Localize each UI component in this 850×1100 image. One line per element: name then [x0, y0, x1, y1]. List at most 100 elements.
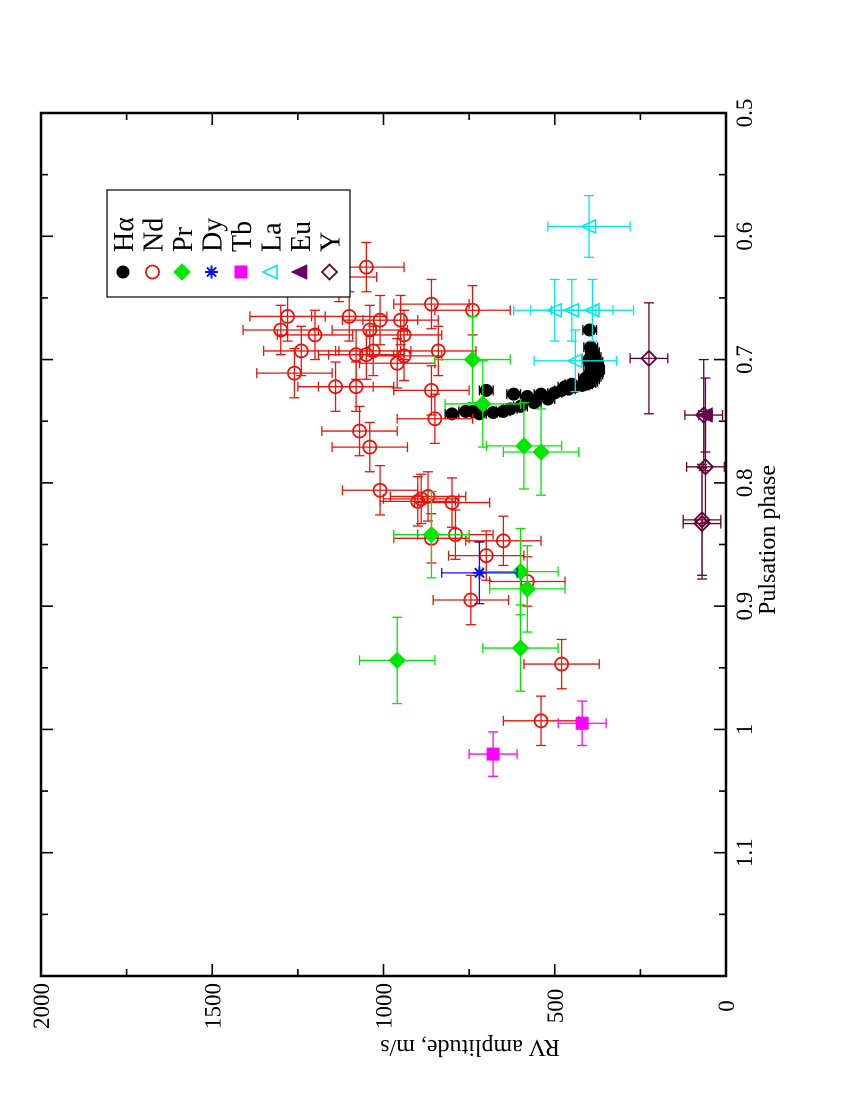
- data-point: [640, 349, 658, 368]
- data-point: [495, 533, 511, 549]
- error-bar: [685, 410, 725, 523]
- data-point: [427, 411, 443, 427]
- data-point: [358, 347, 374, 363]
- x-tick-label: 0.7: [732, 345, 757, 374]
- error-bar: [358, 337, 436, 389]
- error-bar: [684, 358, 724, 472]
- data-point: [463, 350, 482, 369]
- data-point: [515, 437, 533, 455]
- legend-marker: [320, 263, 339, 281]
- data-point: [511, 562, 530, 581]
- error-bar: [629, 302, 669, 415]
- legend-marker: [290, 264, 308, 280]
- data-point: [410, 493, 426, 509]
- error-bar: [393, 278, 470, 330]
- legend-label: Tb: [227, 221, 258, 252]
- error-bar: [513, 278, 597, 342]
- error-bar: [331, 421, 409, 473]
- legend-label: Y: [316, 232, 347, 252]
- data-point: [583, 323, 597, 337]
- axis-ticks: [40, 112, 727, 977]
- data-point: [545, 302, 563, 319]
- data-point: [579, 218, 597, 235]
- x-tick-label: 1: [732, 724, 757, 736]
- legend-label: Dy: [198, 218, 229, 252]
- y-tick-label: 1500: [200, 983, 225, 1029]
- data-point: [558, 380, 572, 394]
- error-bar: [523, 638, 600, 690]
- data-point: [520, 390, 534, 404]
- legend-marker: [145, 264, 160, 280]
- error-bar: [434, 284, 511, 336]
- x-tick-label: 1.1: [732, 838, 757, 867]
- data-point: [287, 365, 302, 381]
- legend-label: La: [257, 222, 288, 252]
- series-nd: [242, 241, 600, 747]
- legend-box: [106, 189, 351, 298]
- series-la: [513, 194, 635, 393]
- data-point: [518, 580, 537, 598]
- series-dy: [441, 541, 518, 605]
- data-point: [575, 716, 589, 730]
- series-hα: [444, 323, 606, 421]
- x-tick-label: 0.8: [732, 468, 757, 497]
- data-point: [554, 656, 569, 672]
- data-point: [422, 525, 441, 544]
- data-point: [534, 387, 548, 401]
- data-point: [532, 443, 550, 461]
- data-point: [445, 407, 459, 421]
- x-tick-label: 0.9: [732, 592, 757, 621]
- data-point: [466, 404, 480, 418]
- legend-marker: [261, 264, 278, 280]
- data-point: [348, 379, 364, 395]
- error-bar: [547, 194, 631, 258]
- data-point: [511, 639, 530, 657]
- data-point: [463, 592, 479, 608]
- data-point: [486, 747, 500, 761]
- error-bar: [393, 365, 470, 416]
- x-tick-label: 0.6: [732, 222, 757, 251]
- tick-labels: 0.5 0.6 0.7 0.8 0.9 1 1.1 0 500 1000 1500 2000: [29, 99, 757, 1029]
- data-point: [694, 406, 713, 424]
- error-bar: [341, 464, 419, 516]
- y-tick-label: 1000: [372, 983, 397, 1029]
- error-bar: [242, 304, 320, 356]
- x-tick-label: 0.5: [732, 99, 757, 128]
- series-y: [629, 302, 725, 580]
- error-bar: [317, 361, 395, 413]
- data-point: [584, 340, 598, 354]
- data-point: [352, 423, 367, 439]
- data-point: [362, 439, 378, 455]
- data-point: [358, 259, 374, 275]
- error-bar: [396, 393, 474, 445]
- y-tick-label: 0: [714, 1000, 739, 1012]
- data-point: [388, 651, 406, 670]
- data-point: [424, 296, 439, 312]
- error-bar: [379, 476, 457, 527]
- error-bar: [413, 477, 491, 528]
- data-point: [307, 327, 323, 343]
- data-point: [430, 343, 446, 359]
- legend-marker: [173, 263, 191, 281]
- error-bar: [276, 309, 354, 361]
- data-point: [472, 566, 486, 580]
- legend-marker: [234, 265, 248, 279]
- y-tick-label: 500: [543, 989, 568, 1024]
- error-bar: [465, 515, 542, 567]
- series-layer: [242, 194, 725, 777]
- series-pr: [358, 315, 580, 705]
- legend-marker: [116, 265, 130, 279]
- error-bar: [432, 574, 510, 626]
- error-bar: [682, 467, 722, 580]
- data-point: [507, 387, 521, 401]
- error-bar: [365, 330, 443, 382]
- data-point: [389, 355, 405, 371]
- data-point: [424, 382, 439, 398]
- data-point: [479, 383, 493, 397]
- data-point: [273, 322, 289, 338]
- legend-label: Hα: [109, 217, 140, 252]
- y-tick-label: 2000: [29, 983, 54, 1029]
- legend-label: Pr: [168, 226, 199, 252]
